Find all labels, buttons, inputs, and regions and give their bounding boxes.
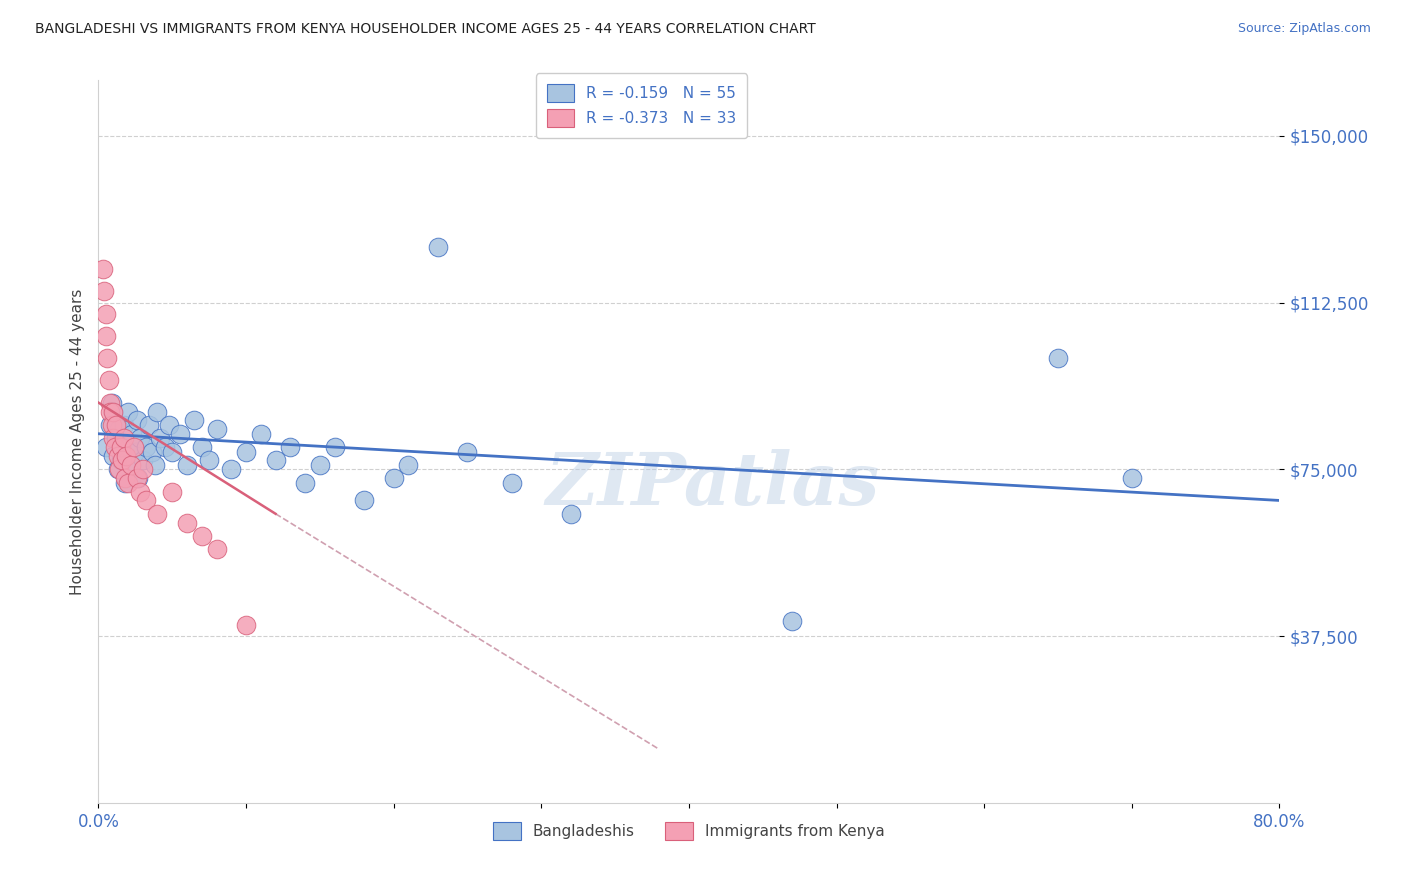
Point: [94, 440, 117, 454]
Point: [149, 431, 172, 445]
Point: [221, 462, 243, 476]
Point: [427, 240, 450, 254]
Point: [169, 426, 191, 441]
Point: [125, 471, 148, 485]
Point: [121, 426, 143, 441]
Point: [157, 417, 180, 432]
Point: [108, 422, 131, 436]
Point: [96, 351, 118, 366]
Point: [100, 395, 122, 409]
Point: [91, 262, 114, 277]
Point: [560, 507, 582, 521]
Point: [114, 471, 136, 485]
Point: [128, 484, 150, 499]
Point: [1121, 471, 1143, 485]
Point: [143, 458, 166, 472]
Point: [97, 373, 120, 387]
Point: [103, 449, 125, 463]
Point: [398, 458, 420, 472]
Point: [235, 618, 257, 632]
Point: [138, 417, 160, 432]
Point: [309, 458, 332, 472]
Point: [191, 440, 214, 454]
Point: [323, 440, 346, 454]
Point: [235, 444, 257, 458]
Point: [162, 484, 183, 499]
Point: [280, 440, 302, 454]
Point: [183, 413, 205, 427]
Point: [103, 404, 125, 418]
Point: [135, 440, 157, 454]
Point: [191, 529, 214, 543]
Point: [264, 453, 287, 467]
Point: [141, 444, 163, 458]
Point: [132, 453, 155, 467]
Point: [117, 404, 139, 418]
Point: [125, 413, 148, 427]
Point: [110, 440, 132, 454]
Point: [128, 431, 150, 445]
Point: [782, 614, 804, 628]
Point: [132, 462, 155, 476]
Text: BANGLADESHI VS IMMIGRANTS FROM KENYA HOUSEHOLDER INCOME AGES 25 - 44 YEARS CORRE: BANGLADESHI VS IMMIGRANTS FROM KENYA HOU…: [35, 22, 815, 37]
Point: [103, 404, 125, 418]
Text: ZIPatlas: ZIPatlas: [546, 450, 880, 520]
Point: [93, 285, 115, 299]
Point: [115, 449, 138, 463]
Point: [1046, 351, 1070, 366]
Point: [162, 444, 183, 458]
Point: [94, 329, 117, 343]
Point: [176, 516, 198, 530]
Point: [118, 440, 141, 454]
Point: [111, 440, 134, 454]
Point: [135, 493, 157, 508]
Point: [110, 453, 132, 467]
Point: [205, 422, 228, 436]
Legend: Bangladeshis, Immigrants from Kenya: Bangladeshis, Immigrants from Kenya: [486, 816, 891, 846]
Point: [501, 475, 523, 490]
Point: [198, 453, 221, 467]
Point: [114, 475, 136, 490]
Point: [146, 404, 169, 418]
Point: [107, 462, 129, 476]
Point: [107, 449, 129, 463]
Point: [104, 440, 127, 454]
Point: [112, 431, 135, 445]
Point: [98, 417, 121, 432]
Point: [146, 507, 169, 521]
Point: [108, 462, 131, 476]
Point: [117, 475, 139, 490]
Y-axis label: Householder Income Ages 25 - 44 years: Householder Income Ages 25 - 44 years: [69, 288, 84, 595]
Point: [250, 426, 273, 441]
Point: [124, 444, 146, 458]
Point: [115, 449, 138, 463]
Point: [294, 475, 316, 490]
Point: [111, 453, 134, 467]
Point: [98, 395, 121, 409]
Text: Source: ZipAtlas.com: Source: ZipAtlas.com: [1237, 22, 1371, 36]
Point: [120, 458, 142, 472]
Point: [382, 471, 405, 485]
Point: [176, 458, 198, 472]
Point: [94, 307, 117, 321]
Point: [153, 440, 176, 454]
Point: [98, 404, 121, 418]
Point: [105, 431, 128, 445]
Point: [127, 471, 149, 485]
Point: [105, 417, 128, 432]
Point: [120, 458, 142, 472]
Point: [103, 431, 125, 445]
Point: [353, 493, 375, 508]
Point: [457, 444, 479, 458]
Point: [100, 417, 122, 432]
Point: [112, 417, 135, 432]
Point: [205, 542, 228, 557]
Point: [122, 440, 145, 454]
